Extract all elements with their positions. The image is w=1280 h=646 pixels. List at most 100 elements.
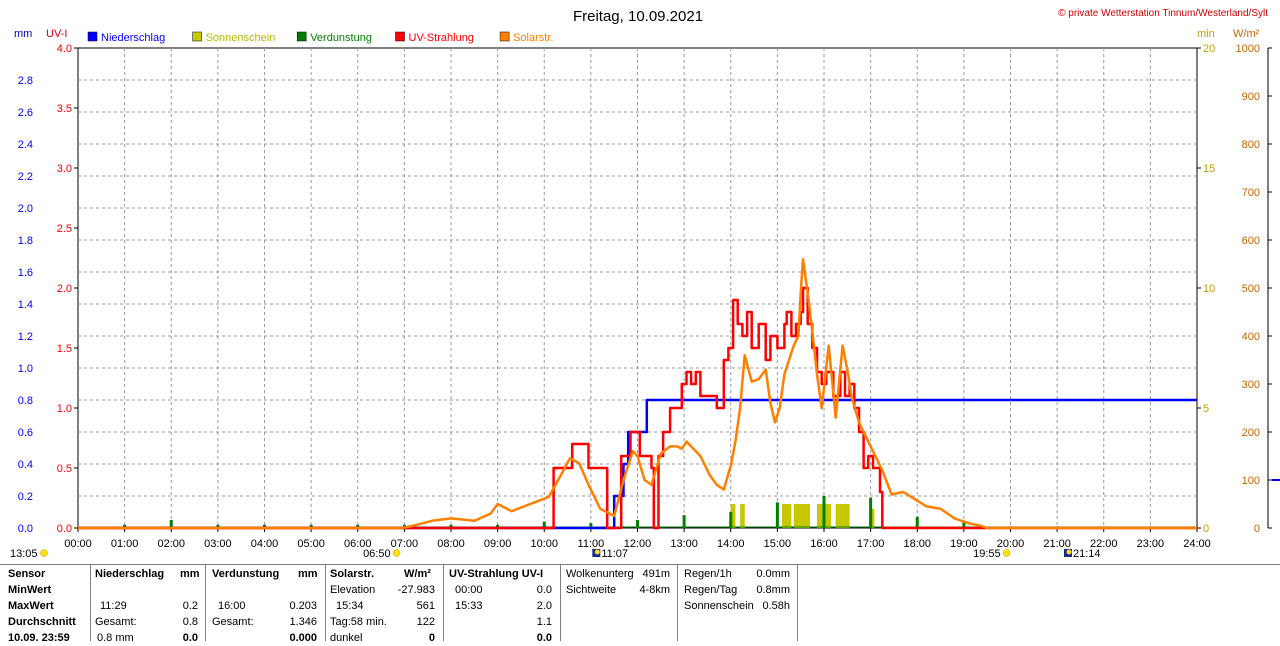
uv-tick-label: 2.5 <box>57 223 72 235</box>
verdunstung-gesamt-label: Gesamt: <box>212 616 254 628</box>
rain-hour-label: Regen/1h <box>684 568 732 580</box>
moonrise-icon-glyph <box>594 549 600 555</box>
niederschlag-gesamt-value: 0.8 <box>182 616 198 628</box>
solar-max-time: 15:34 <box>336 600 364 612</box>
evaporation-mark <box>449 524 453 528</box>
mm-tick-label: 2.0 <box>18 203 33 215</box>
verdunstung-unit: mm <box>298 568 318 580</box>
niederschlag-last-right: 0.0 <box>182 632 198 644</box>
x-tick-label: 03:00 <box>204 538 232 550</box>
sunset-label: 19:55 <box>973 548 1001 560</box>
sunrise-icon <box>392 549 401 557</box>
wm2-tick-label: 100 <box>1242 475 1260 487</box>
rain-hour-value: 0.0mm <box>756 568 790 580</box>
row-label-avg: Durchschnitt <box>8 616 76 628</box>
x-tick-label: 15:00 <box>764 538 792 550</box>
legend-label: Verdunstung <box>310 32 372 44</box>
wm2-tick-label: 600 <box>1242 235 1260 247</box>
solar-max-value: 561 <box>416 600 435 612</box>
x-tick-label: 17:00 <box>857 538 885 550</box>
min-tick-label: 0 <box>1203 523 1209 535</box>
sunshine-bar <box>740 504 745 528</box>
solar-dark-value: 0 <box>428 632 435 644</box>
x-tick-label: 01:00 <box>111 538 139 550</box>
legend-item: Solarstr. <box>499 31 553 44</box>
niederschlag-header: Niederschlag <box>95 568 165 580</box>
evaporation-mark <box>682 515 686 528</box>
wm2-tick-label: 0 <box>1254 523 1260 535</box>
x-tick-label: 16:00 <box>810 538 838 550</box>
wm2-tick-label: 800 <box>1242 139 1260 151</box>
mm-tick-label: 1.0 <box>18 363 33 375</box>
moonset-icon-glyph <box>1066 549 1072 555</box>
row-label-max: MaxWert <box>8 600 54 612</box>
sunshine-bar <box>835 504 850 528</box>
mm-tick-label: 2.4 <box>18 139 33 151</box>
x-tick-label: 18:00 <box>903 538 931 550</box>
copyright-text: © private Wetterstation Tinnum/Westerlan… <box>1058 8 1268 19</box>
x-tick-label: 12:00 <box>624 538 652 550</box>
evaporation-mark <box>962 521 966 528</box>
solar-header: Solarstr. <box>330 568 375 580</box>
mm-tick-label: 0.4 <box>18 459 33 471</box>
mm-tick-label: 0.2 <box>18 491 33 503</box>
uv-max-value: 2.0 <box>536 600 552 612</box>
wm2-tick-label: 200 <box>1242 427 1260 439</box>
uv-tick-label: 0.0 <box>57 523 72 535</box>
x-tick-label: 14:00 <box>717 538 745 550</box>
evaporation-mark <box>216 524 220 528</box>
verdunstung-max-time: 16:00 <box>218 600 246 612</box>
uv-axis-label: UV-I <box>46 28 67 40</box>
summary-table: Sensor MinWert MaxWert Durchschnitt 10.0… <box>0 564 1280 644</box>
niederschlag-last-value: 0.8 mm <box>97 632 134 644</box>
current-time-sun-icon <box>40 549 48 557</box>
left-axes: 0.0 0.2 0.4 0.6 0.8 1.0 1.2 1.4 1.6 1.8 2.0 2.2 2.4 2… <box>18 43 78 535</box>
x-tick-label: 04:00 <box>251 538 279 550</box>
evaporation-mark <box>542 521 546 528</box>
legend-item: Sonnenschein <box>192 31 276 44</box>
x-tick-label: 10:00 <box>530 538 558 550</box>
min-axis-label: min <box>1197 28 1215 40</box>
uv-min-value: 0.0 <box>536 584 552 596</box>
solar-elevation-value: -27.983 <box>397 584 435 596</box>
uv-tick-label: 2.0 <box>57 283 72 295</box>
uv-tick-label: 3.5 <box>57 103 72 115</box>
mm-tick-label: 0.8 <box>18 395 33 407</box>
evaporation-mark <box>263 524 266 528</box>
rain-day-value: 0.8mm <box>756 584 790 596</box>
row-label-sensor: Sensor <box>8 568 46 580</box>
sun-markers: 13:05 06:50 19:55 11:07 21:14 <box>10 548 1101 560</box>
x-tick-label: 02:00 <box>157 538 185 550</box>
min-tick-label: 20 <box>1203 43 1215 55</box>
uv-tick-label: 3.0 <box>57 163 72 175</box>
visibility-label: Sichtweite <box>566 584 617 596</box>
wm2-tick-label: 300 <box>1242 379 1260 391</box>
evaporation-mark <box>309 524 313 528</box>
niederschlag-max-value: 0.2 <box>182 600 198 612</box>
legend-swatch <box>499 31 510 42</box>
x-tick-label: 24:00 <box>1183 538 1211 550</box>
mm-tick-label: 0.6 <box>18 427 33 439</box>
x-tick-label: 00:00 <box>64 538 92 550</box>
x-tick-label: 23:00 <box>1137 538 1165 550</box>
min-tick-label: 15 <box>1203 163 1215 175</box>
verdunstung-last-right: 0.000 <box>289 632 317 644</box>
sunshine-label: Sonnenschein <box>684 600 754 612</box>
moonset-label: 21:14 <box>1073 548 1101 560</box>
legend-label: Sonnenschein <box>206 32 276 44</box>
sunset-icon <box>1002 549 1011 557</box>
wm2-tick-label: 500 <box>1242 283 1260 295</box>
mm-tick-label: 1.4 <box>18 299 33 311</box>
uv-min-time: 00:00 <box>455 584 483 596</box>
evaporation-mark <box>123 524 127 528</box>
evaporation-mark <box>915 516 919 528</box>
current-time-label: 13:05 <box>10 548 38 560</box>
x-tick-label: 06:00 <box>344 538 372 550</box>
solar-unit: W/m² <box>404 568 431 580</box>
legend-swatch <box>395 31 405 42</box>
evaporation-mark <box>822 496 826 528</box>
mm-tick-label: 2.8 <box>18 75 33 87</box>
wm2-axis-label: W/m² <box>1233 28 1260 40</box>
evaporation-mark <box>729 512 733 528</box>
